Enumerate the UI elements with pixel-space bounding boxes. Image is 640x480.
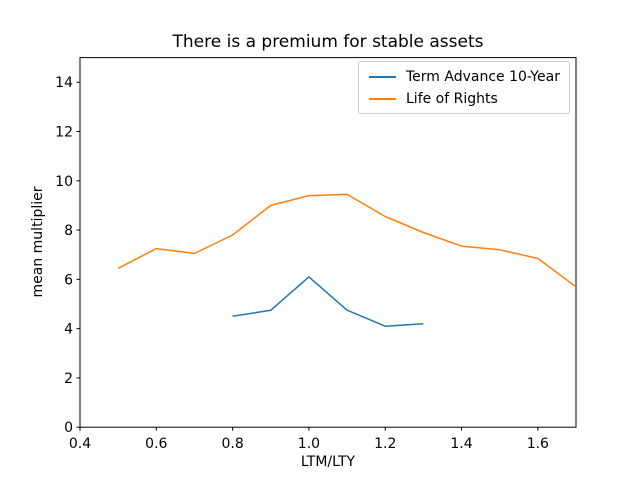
y-tick-label: 12 <box>55 125 73 141</box>
x-axis-label: LTM/LTY <box>301 454 356 470</box>
x-tick-label: 1.2 <box>374 436 396 452</box>
plot-area: 0.4 0.6 0.8 1.0 1.2 1.4 1.6 0 2 4 6 8 10 12 14 <box>55 57 577 452</box>
x-tick-label: 0.6 <box>145 436 167 452</box>
legend-label-term-advance: Term Advance 10-Year <box>406 68 560 85</box>
chart-title: There is a premium for stable assets <box>172 32 484 52</box>
legend: Term Advance 10-Year Life of Rights <box>358 61 570 114</box>
plot-border <box>79 57 577 428</box>
legend-entry-term-advance: Term Advance 10-Year <box>369 67 560 86</box>
x-tick-label: 1.6 <box>527 436 549 452</box>
x-tick-label: 0.8 <box>221 436 243 452</box>
legend-line-sample-term-advance <box>369 75 396 78</box>
y-tick-label: 0 <box>64 420 73 436</box>
series-line-life-of-rights <box>117 193 577 288</box>
y-tick-label: 8 <box>64 223 73 239</box>
legend-entry-life-of-rights: Life of Rights <box>369 89 560 108</box>
x-tick-label: 1.4 <box>450 436 472 452</box>
x-tick-label: 0.4 <box>69 436 91 452</box>
legend-line-sample-life-of-rights <box>369 97 396 100</box>
x-tick-label: 1.0 <box>298 436 320 452</box>
y-tick-label: 6 <box>64 272 73 288</box>
y-axis-label: mean multiplier <box>30 186 46 297</box>
y-tick-label: 10 <box>55 174 73 190</box>
legend-label-life-of-rights: Life of Rights <box>406 90 498 107</box>
y-tick-label: 4 <box>64 322 73 338</box>
y-tick-label: 2 <box>64 371 73 387</box>
series-line-term-advance-10-year <box>232 276 424 327</box>
y-tick-label: 14 <box>55 75 73 91</box>
